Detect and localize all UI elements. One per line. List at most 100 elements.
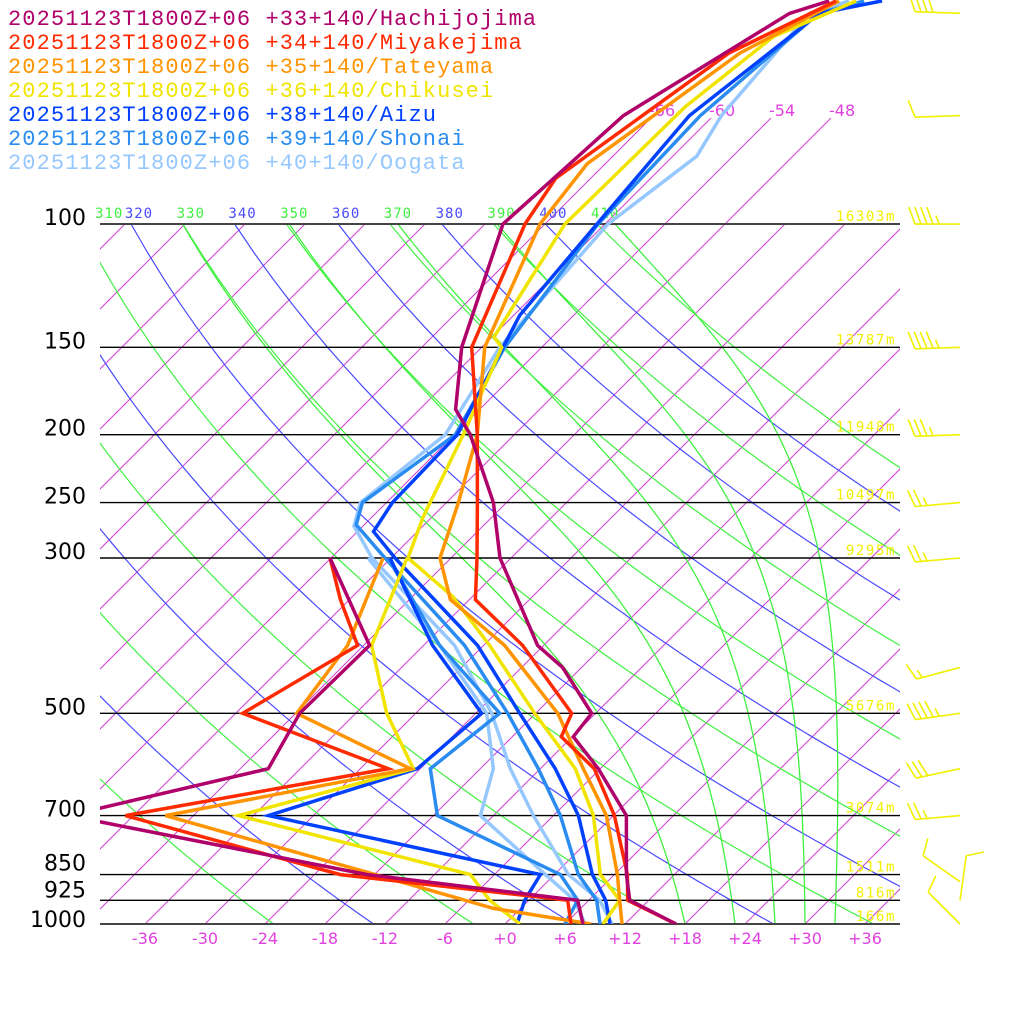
wind-barb <box>906 802 961 821</box>
pressure-label: 250 <box>44 485 86 510</box>
height-label: 10497m <box>836 488 896 504</box>
isotherm-line <box>100 224 186 310</box>
isobar-925: 925 816m <box>44 878 900 903</box>
x-tick-label: -18 <box>312 929 338 948</box>
pressure-label: 200 <box>44 417 86 442</box>
isotherm-line <box>985 224 1024 924</box>
dry-adiabat-label: 340 <box>228 206 256 222</box>
isotherm-label: -54 <box>769 101 795 120</box>
temperature-line <box>352 0 850 924</box>
wind-barbs <box>905 0 985 925</box>
isotherm-line <box>624 648 900 924</box>
pressure-label: 150 <box>44 329 86 354</box>
x-tick-label: -24 <box>252 929 278 948</box>
isobar-200: 200 11948m <box>44 417 900 442</box>
legend-item-hachijojima: 20251123T1800Z+06 +33+140/Hachijojima <box>8 7 537 32</box>
isotherm-line <box>100 224 306 430</box>
isotherm-line <box>204 228 900 924</box>
wind-barb <box>910 0 961 15</box>
height-label: 16303m <box>836 209 896 225</box>
moist-adiabat-line <box>496 224 806 924</box>
wind-barb <box>907 331 961 350</box>
legend: 20251123T1800Z+06 +33+140/Hachijojima 20… <box>8 7 537 176</box>
isotherm-line <box>0 224 5 924</box>
pressure-label: 925 <box>44 878 86 903</box>
legend-item-shonai: 20251123T1800Z+06 +39+140/Shonai <box>8 127 466 152</box>
isotherm-line <box>264 288 900 924</box>
moist-adiabat-line <box>397 224 776 924</box>
isotherm-line <box>925 224 1024 924</box>
legend-item-miyakejima: 20251123T1800Z+06 +34+140/Miyakejima <box>8 31 523 56</box>
series-shonai <box>354 0 865 924</box>
dry-adiabat-line <box>441 224 900 601</box>
isotherm-line <box>384 408 900 924</box>
height-label: 1511m <box>846 860 896 876</box>
isotherm-line <box>504 528 900 924</box>
wind-barb <box>927 875 961 925</box>
x-tick-label: +36 <box>848 929 882 948</box>
dry-adiabat-line <box>544 224 900 512</box>
x-tick-label: -30 <box>192 929 218 948</box>
axis-labels: -36 -30 -24 -18 -12 -6 +0 +6 +12 +18 +24 +30 +36-66-… <box>95 101 882 948</box>
wind-barb <box>922 838 961 883</box>
x-tick-label: +24 <box>728 929 762 948</box>
isotherm-line <box>100 224 246 370</box>
moist-adiabat-line <box>614 224 839 924</box>
isotherm-line <box>100 118 652 670</box>
series-miyakejima <box>124 0 837 924</box>
isotherm-line <box>144 224 846 924</box>
isotherm-line <box>564 588 900 924</box>
dewpoint-line <box>100 557 585 924</box>
wind-barb <box>907 100 961 118</box>
dry-adiabat-line <box>493 224 900 556</box>
series-hachijojima <box>100 0 830 924</box>
pressure-label: 850 <box>44 852 86 877</box>
isotherm-label: -48 <box>829 101 855 120</box>
isobar-100: 100 16303m <box>44 206 900 231</box>
isobar-250: 250 10497m <box>44 485 900 510</box>
x-tick-label: -12 <box>372 929 398 948</box>
isotherm-line <box>444 468 900 924</box>
height-label: 816m <box>856 885 896 901</box>
legend-item-chikusei: 20251123T1800Z+06 +36+140/Chikusei <box>8 79 494 104</box>
dewpoint-line <box>124 557 573 924</box>
height-label: 11948m <box>836 420 896 436</box>
height-label: 5676m <box>846 698 896 714</box>
temperature-line <box>354 0 865 924</box>
x-tick-label: +18 <box>668 929 702 948</box>
series-chikusei <box>231 0 857 924</box>
legend-item-aizu: 20251123T1800Z+06 +38+140/Aizu <box>8 103 437 128</box>
dewpoint-line <box>386 557 580 924</box>
isotherm-line <box>100 224 486 610</box>
isotherm-line <box>864 888 900 924</box>
x-tick-label: -36 <box>132 929 158 948</box>
isotherm-line <box>100 224 786 910</box>
legend-item-tateyama: 20251123T1800Z+06 +35+140/Tateyama <box>8 55 494 80</box>
temperature-line <box>405 0 857 924</box>
x-tick-label: -6 <box>437 929 453 948</box>
dry-adiabat-label: 350 <box>280 206 308 222</box>
x-tick-label: +12 <box>608 929 642 948</box>
wind-barb <box>905 663 961 680</box>
temperature-line <box>438 0 840 924</box>
wind-barb <box>906 700 961 721</box>
height-label: 3074m <box>846 801 896 817</box>
height-label: 9295m <box>846 543 896 559</box>
height-label: 166m <box>856 909 896 925</box>
x-tick-label: +6 <box>553 929 577 948</box>
pressure-label: 1000 <box>30 908 86 933</box>
dry-adiabat-label: 330 <box>177 206 205 222</box>
sounding-traces <box>100 0 883 924</box>
dewpoint-line <box>231 557 522 924</box>
isobars: 100 16303m 150 13787m 200 11948m 250 10497m … <box>30 206 900 933</box>
height-label: 13787m <box>836 332 896 348</box>
wind-barb <box>907 418 961 438</box>
isotherm-line <box>744 768 900 924</box>
wind-barb <box>906 489 961 508</box>
dry-adiabat-label: 390 <box>487 206 515 222</box>
isobar-1000: 1000 166m <box>30 908 900 933</box>
x-tick-label: +0 <box>493 929 517 948</box>
temperature-line <box>469 0 837 924</box>
dry-adiabat-line <box>182 224 900 837</box>
